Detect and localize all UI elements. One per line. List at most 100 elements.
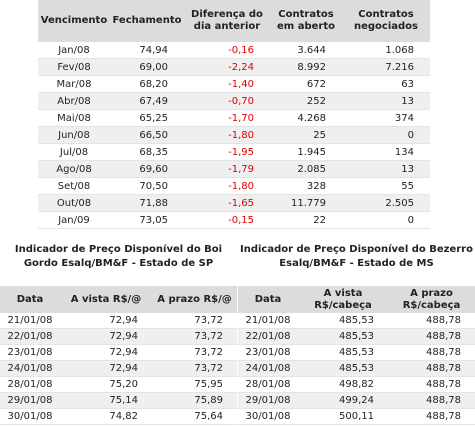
- table-cell: 73,05: [110, 211, 184, 229]
- table-cell: 30/01/08: [238, 408, 298, 425]
- table-cell: Fev/08: [38, 58, 110, 76]
- table-title: Indicador de Preço Disponível do Bezerro…: [239, 244, 473, 269]
- table-row: 23/01/08 72,94 73,72: [0, 344, 237, 361]
- table-cell: 72,94: [60, 313, 152, 329]
- table-cell: 63: [342, 75, 430, 93]
- table-cell: 29/01/08: [0, 392, 60, 409]
- table-cell: 488,78: [388, 408, 475, 425]
- table-row: Set/08 70,50 -1,80 328 55: [38, 177, 430, 195]
- table-cell: 66,50: [110, 126, 184, 144]
- table-cell: 55: [342, 177, 430, 195]
- header-row: Vencimento Fechamento Diferença do dia ant…: [38, 0, 430, 42]
- table-cell: Mai/08: [38, 109, 110, 127]
- table-row: Jan/09 73,05 -0,15 22 0: [38, 211, 430, 229]
- table-cell: 488,78: [388, 328, 475, 345]
- table-row: Jul/08 68,35 -1,95 1.945 134: [38, 143, 430, 161]
- table-cell: 28/01/08: [238, 376, 298, 393]
- table-cell: -1,80: [184, 177, 270, 195]
- table-row: 21/01/08 72,94 73,72: [0, 313, 237, 329]
- table-cell: 488,78: [388, 344, 475, 361]
- boi-table: Data A vista R$/@ A prazo R$/@ 21/01/08 72,9…: [0, 286, 237, 425]
- table-cell: Mar/08: [38, 75, 110, 93]
- table-cell: -1,40: [184, 75, 270, 93]
- table-cell: 68,20: [110, 75, 184, 93]
- table-cell: 75,20: [60, 376, 152, 393]
- table-row: Mar/08 68,20 -1,40 672 63: [38, 75, 430, 93]
- table-cell: -1,70: [184, 109, 270, 127]
- column-header: Contratos em aberto: [270, 0, 342, 42]
- table-cell: 0: [342, 126, 430, 144]
- table-cell: 21/01/08: [238, 313, 298, 329]
- table-cell: Set/08: [38, 177, 110, 195]
- column-header: Diferença do dia anterior: [184, 0, 270, 42]
- table-cell: 7.216: [342, 58, 430, 76]
- table-cell: -1,95: [184, 143, 270, 161]
- table-cell: 73,72: [152, 344, 237, 361]
- table-row: 30/01/08 74,82 75,64: [0, 408, 237, 425]
- table-row: Fev/08 69,00 -2,24 8.992 7.216: [38, 58, 430, 76]
- table-cell: 24/01/08: [238, 360, 298, 377]
- header-row: Data A vista R$/@ A prazo R$/@: [0, 286, 237, 313]
- table-row: 22/01/08 72,94 73,72: [0, 328, 237, 345]
- table-row: 24/01/08 485,53 488,78: [238, 360, 475, 377]
- table-cell: 13: [342, 160, 430, 178]
- table-cell: 73,72: [152, 313, 237, 329]
- table-cell: 72,94: [60, 344, 152, 361]
- table-row: 30/01/08 500,11 488,78: [238, 408, 475, 425]
- table-cell: 485,53: [298, 328, 388, 345]
- table-cell: Jan/08: [38, 42, 110, 59]
- table-cell: Out/08: [38, 194, 110, 212]
- column-header: Fechamento: [110, 0, 184, 42]
- table-cell: 28/01/08: [0, 376, 60, 393]
- table-cell: 374: [342, 109, 430, 127]
- table-cell: 72,94: [60, 328, 152, 345]
- table-cell: Jan/09: [38, 211, 110, 229]
- table-cell: -1,79: [184, 160, 270, 178]
- column-header: Data: [0, 286, 60, 313]
- column-header: A vista R$/@: [60, 286, 152, 313]
- table-cell: 485,53: [298, 344, 388, 361]
- table-row: Out/08 71,88 -1,65 11.779 2.505: [38, 194, 430, 212]
- table-cell: 29/01/08: [238, 392, 298, 409]
- table-cell: 25: [270, 126, 342, 144]
- table-cell: 73,72: [152, 360, 237, 377]
- table-cell: 1.068: [342, 42, 430, 59]
- table-cell: 69,60: [110, 160, 184, 178]
- table-cell: 13: [342, 92, 430, 110]
- table-cell: 498,82: [298, 376, 388, 393]
- table-cell: 328: [270, 177, 342, 195]
- column-header: Data: [238, 286, 298, 313]
- table-cell: 22/01/08: [238, 328, 298, 345]
- table-cell: 2.085: [270, 160, 342, 178]
- table-cell: 488,78: [388, 392, 475, 409]
- table-row: 28/01/08 498,82 488,78: [238, 376, 475, 393]
- table-row: 28/01/08 75,20 75,95: [0, 376, 237, 393]
- table-cell: Abr/08: [38, 92, 110, 110]
- table-row: Abr/08 67,49 -0,70 252 13: [38, 92, 430, 110]
- table-cell: 69,00: [110, 58, 184, 76]
- table-cell: 11.779: [270, 194, 342, 212]
- table-cell: -2,24: [184, 58, 270, 76]
- table-cell: Jul/08: [38, 143, 110, 161]
- table-cell: 488,78: [388, 360, 475, 377]
- table-cell: 68,35: [110, 143, 184, 161]
- table-cell: 67,49: [110, 92, 184, 110]
- table-cell: 74,82: [60, 408, 152, 425]
- table-cell: 21/01/08: [0, 313, 60, 329]
- table-row: 23/01/08 485,53 488,78: [238, 344, 475, 361]
- table-cell: 22/01/08: [0, 328, 60, 345]
- table-cell: 75,64: [152, 408, 237, 425]
- table-cell: 2.505: [342, 194, 430, 212]
- table-cell: 73,72: [152, 328, 237, 345]
- table-cell: Ago/08: [38, 160, 110, 178]
- table-cell: 30/01/08: [0, 408, 60, 425]
- table-cell: 672: [270, 75, 342, 93]
- table-row: Ago/08 69,60 -1,79 2.085 13: [38, 160, 430, 178]
- column-header: A prazo R$/cabeça: [388, 286, 475, 313]
- table-cell: 3.644: [270, 42, 342, 59]
- table-cell: -0,16: [184, 42, 270, 59]
- table-cell: 65,25: [110, 109, 184, 127]
- table-cell: -1,80: [184, 126, 270, 144]
- table-cell: Jun/08: [38, 126, 110, 144]
